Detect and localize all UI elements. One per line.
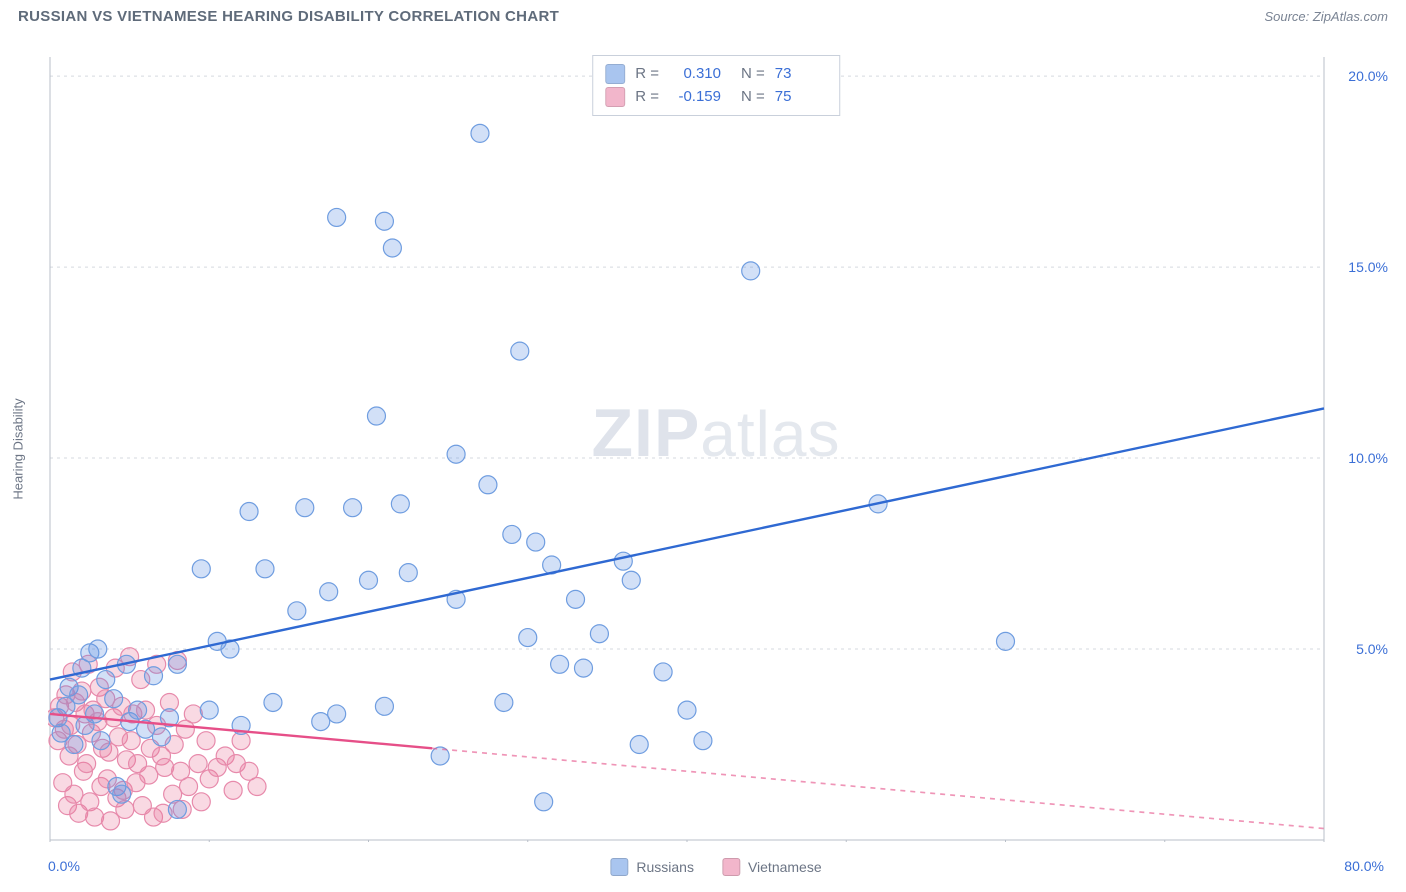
y-tick-label: 10.0% [1344, 450, 1388, 466]
russians-point [328, 705, 346, 723]
russians-point [495, 693, 513, 711]
russians-point [145, 667, 163, 685]
vietnamese-point [86, 808, 104, 826]
russians-point [320, 583, 338, 601]
russians-point [391, 495, 409, 513]
r-value: -0.159 [669, 85, 721, 108]
russians-point [551, 655, 569, 673]
russians-point [511, 342, 529, 360]
vietnamese-point [189, 755, 207, 773]
x-axis-min-label: 0.0% [48, 858, 80, 874]
legend-item-label: Russians [636, 859, 694, 875]
series-legend: Russians Vietnamese [610, 858, 821, 876]
russians-point [574, 659, 592, 677]
russians-point [742, 262, 760, 280]
russians-point [105, 690, 123, 708]
russians-point [264, 693, 282, 711]
correlation-legend-box: R = 0.310 N = 73 R = -0.159 N = 75 [592, 55, 840, 116]
scatter-plot [48, 55, 1384, 842]
russians-point [383, 239, 401, 257]
russians-trendline [50, 408, 1324, 679]
y-tick-label: 15.0% [1344, 259, 1388, 275]
russians-point [89, 640, 107, 658]
vietnamese-point [224, 781, 242, 799]
page-title: RUSSIAN VS VIETNAMESE HEARING DISABILITY… [18, 8, 559, 25]
russians-point [997, 632, 1015, 650]
y-tick-label: 5.0% [1352, 641, 1388, 657]
russians-point [70, 686, 88, 704]
russians-point [168, 655, 186, 673]
vietnamese-swatch-icon [722, 858, 740, 876]
russians-point [192, 560, 210, 578]
vietnamese-point [197, 732, 215, 750]
n-value: 75 [775, 85, 827, 108]
r-value: 0.310 [669, 62, 721, 85]
r-label: R = [635, 85, 659, 108]
russians-point [622, 571, 640, 589]
vietnamese-point [184, 705, 202, 723]
vietnamese-point [248, 778, 266, 796]
russians-swatch-icon [610, 858, 628, 876]
russians-point [328, 208, 346, 226]
russians-point [200, 701, 218, 719]
y-tick-label: 20.0% [1344, 68, 1388, 84]
russians-point [367, 407, 385, 425]
russians-point [375, 212, 393, 230]
legend-item-russians: Russians [610, 858, 694, 876]
russians-point [590, 625, 608, 643]
source-label: Source: ZipAtlas.com [1264, 9, 1388, 24]
russians-point [614, 552, 632, 570]
russians-point [344, 499, 362, 517]
russians-point [168, 800, 186, 818]
vietnamese-point [180, 778, 198, 796]
n-label: N = [741, 85, 765, 108]
vietnamese-point [192, 793, 210, 811]
n-label: N = [741, 62, 765, 85]
russians-point [678, 701, 696, 719]
russians-point [240, 503, 258, 521]
russians-point [535, 793, 553, 811]
legend-row-russians: R = 0.310 N = 73 [605, 62, 827, 85]
russians-point [92, 732, 110, 750]
russians-point [471, 124, 489, 142]
russians-swatch-icon [605, 64, 625, 84]
russians-point [567, 590, 585, 608]
russians-point [296, 499, 314, 517]
chart-area: Hearing Disability ZIPatlas R =0.310N =7… [48, 55, 1384, 842]
russians-point [97, 671, 115, 689]
russians-point [113, 785, 131, 803]
r-label: R = [635, 62, 659, 85]
russians-point [399, 564, 417, 582]
x-axis-row: 0.0% Russians Vietnamese 80.0% [48, 850, 1384, 880]
russians-point [694, 732, 712, 750]
russians-point [360, 571, 378, 589]
russians-point [288, 602, 306, 620]
legend-item-label: Vietnamese [748, 859, 822, 875]
vietnamese-point [156, 758, 174, 776]
russians-point [654, 663, 672, 681]
russians-point [447, 445, 465, 463]
russians-point [256, 560, 274, 578]
russians-point [375, 697, 393, 715]
y-axis-label: Hearing Disability [11, 398, 26, 499]
russians-point [86, 705, 104, 723]
x-axis-max-label: 80.0% [1344, 858, 1384, 874]
russians-point [630, 736, 648, 754]
vietnamese-point [78, 755, 96, 773]
legend-row-vietnamese: R = -0.159 N = 75 [605, 85, 827, 108]
russians-point [503, 525, 521, 543]
russians-point [479, 476, 497, 494]
russians-point [65, 736, 83, 754]
vietnamese-trendline-extrapolated [432, 748, 1324, 828]
russians-point [519, 629, 537, 647]
russians-point [152, 728, 170, 746]
russians-point [312, 713, 330, 731]
vietnamese-point [65, 785, 83, 803]
russians-point [129, 701, 147, 719]
vietnamese-swatch-icon [605, 87, 625, 107]
n-value: 73 [775, 62, 827, 85]
vietnamese-point [140, 766, 158, 784]
legend-item-vietnamese: Vietnamese [722, 858, 822, 876]
russians-point [527, 533, 545, 551]
